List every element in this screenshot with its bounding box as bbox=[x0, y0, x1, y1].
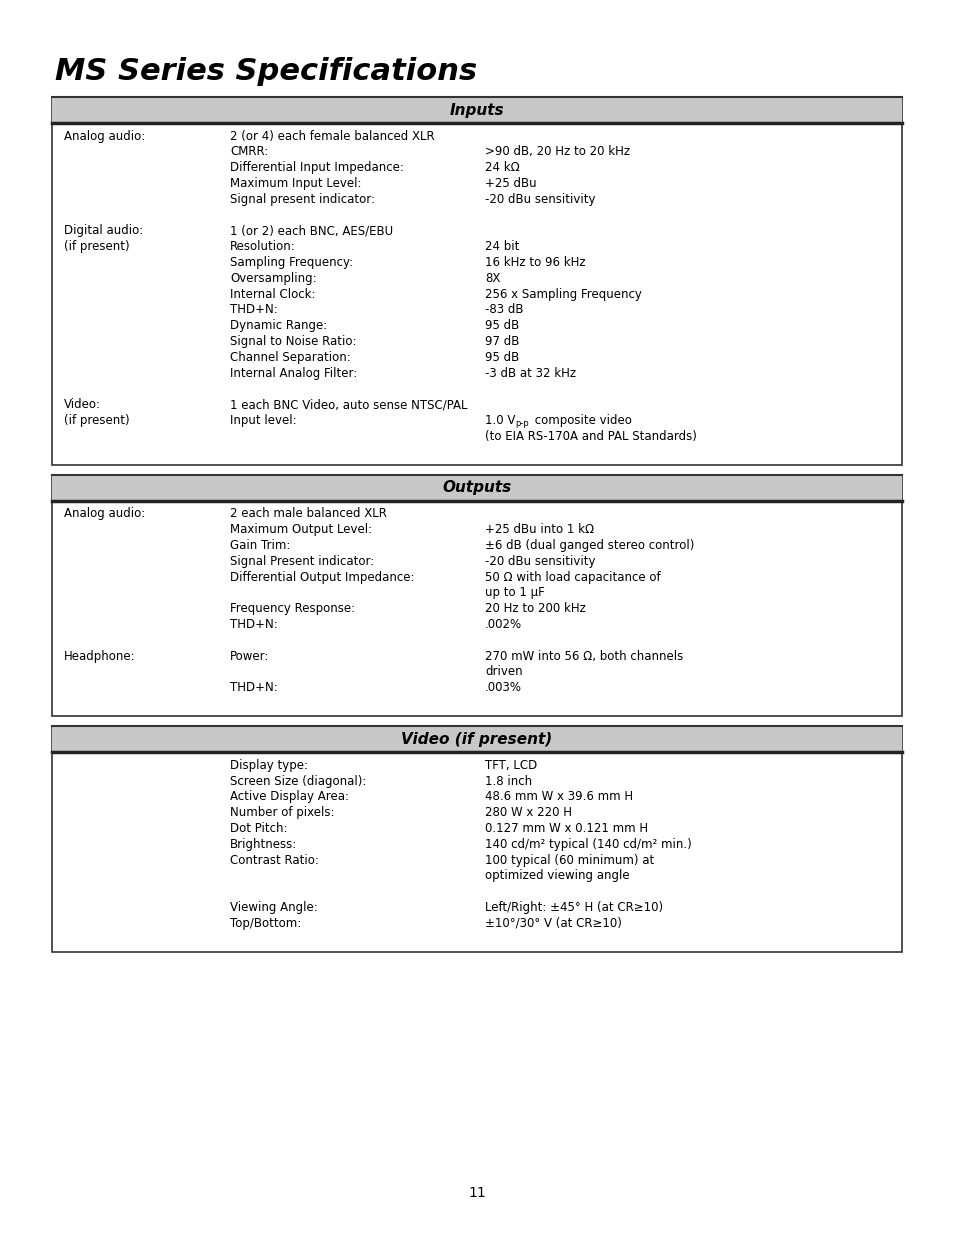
Text: 95 dB: 95 dB bbox=[484, 319, 518, 332]
Text: Oversampling:: Oversampling: bbox=[230, 272, 316, 285]
Text: Internal Clock:: Internal Clock: bbox=[230, 288, 315, 300]
Text: Analog audio:: Analog audio: bbox=[64, 130, 145, 142]
Text: 1.0 V: 1.0 V bbox=[484, 414, 515, 427]
Text: Number of pixels:: Number of pixels: bbox=[230, 806, 335, 819]
Bar bbox=[52, 726, 901, 752]
Text: (if present): (if present) bbox=[64, 241, 130, 253]
Text: 100 typical (60 minimum) at: 100 typical (60 minimum) at bbox=[484, 853, 654, 867]
Text: 8X: 8X bbox=[484, 272, 500, 285]
Text: Video:: Video: bbox=[64, 398, 101, 411]
Text: Active Display Area:: Active Display Area: bbox=[230, 790, 349, 804]
Text: Brightness:: Brightness: bbox=[230, 837, 297, 851]
Text: Maximum Output Level:: Maximum Output Level: bbox=[230, 524, 372, 536]
Text: (if present): (if present) bbox=[64, 414, 130, 427]
Text: Differential Input Impedance:: Differential Input Impedance: bbox=[230, 162, 403, 174]
Text: CMRR:: CMRR: bbox=[230, 146, 268, 158]
Bar bbox=[52, 474, 901, 716]
Text: Sampling Frequency:: Sampling Frequency: bbox=[230, 256, 353, 269]
Text: -83 dB: -83 dB bbox=[484, 304, 523, 316]
Text: 0.127 mm W x 0.121 mm H: 0.127 mm W x 0.121 mm H bbox=[484, 823, 647, 835]
Text: 48.6 mm W x 39.6 mm H: 48.6 mm W x 39.6 mm H bbox=[484, 790, 633, 804]
Text: >90 dB, 20 Hz to 20 kHz: >90 dB, 20 Hz to 20 kHz bbox=[484, 146, 630, 158]
Bar bbox=[52, 98, 901, 464]
Text: Inputs: Inputs bbox=[449, 103, 504, 117]
Text: Top/Bottom:: Top/Bottom: bbox=[230, 916, 301, 930]
Text: 20 Hz to 200 kHz: 20 Hz to 200 kHz bbox=[484, 603, 585, 615]
Text: 16 kHz to 96 kHz: 16 kHz to 96 kHz bbox=[484, 256, 585, 269]
Text: +25 dBu into 1 kΩ: +25 dBu into 1 kΩ bbox=[484, 524, 594, 536]
Text: 256 x Sampling Frequency: 256 x Sampling Frequency bbox=[484, 288, 641, 300]
Text: Dynamic Range:: Dynamic Range: bbox=[230, 319, 327, 332]
Text: MS Series Specifications: MS Series Specifications bbox=[55, 57, 476, 86]
Text: Signal present indicator:: Signal present indicator: bbox=[230, 193, 375, 206]
Text: 2 each male balanced XLR: 2 each male balanced XLR bbox=[230, 508, 387, 520]
Text: driven: driven bbox=[484, 666, 522, 678]
Text: Screen Size (diagonal):: Screen Size (diagonal): bbox=[230, 774, 366, 788]
Text: Internal Analog Filter:: Internal Analog Filter: bbox=[230, 367, 356, 379]
Text: p-p: p-p bbox=[515, 419, 528, 429]
Text: Digital audio:: Digital audio: bbox=[64, 225, 143, 237]
Text: 24 bit: 24 bit bbox=[484, 241, 518, 253]
Text: 24 kΩ: 24 kΩ bbox=[484, 162, 519, 174]
Text: ±10°/30° V (at CR≥10): ±10°/30° V (at CR≥10) bbox=[484, 916, 621, 930]
Text: Frequency Response:: Frequency Response: bbox=[230, 603, 355, 615]
Text: 97 dB: 97 dB bbox=[484, 335, 518, 348]
Bar bbox=[52, 474, 901, 501]
Text: up to 1 μF: up to 1 μF bbox=[484, 587, 544, 599]
Text: 95 dB: 95 dB bbox=[484, 351, 518, 364]
Text: Maximum Input Level:: Maximum Input Level: bbox=[230, 177, 361, 190]
Text: Input level:: Input level: bbox=[230, 414, 296, 427]
Text: 50 Ω with load capacitance of: 50 Ω with load capacitance of bbox=[484, 571, 659, 584]
Text: .003%: .003% bbox=[484, 682, 521, 694]
Text: TFT, LCD: TFT, LCD bbox=[484, 758, 537, 772]
Text: Video (if present): Video (if present) bbox=[401, 731, 552, 747]
Text: ±6 dB (dual ganged stereo control): ±6 dB (dual ganged stereo control) bbox=[484, 538, 694, 552]
Text: 1.8 inch: 1.8 inch bbox=[484, 774, 532, 788]
Text: Signal Present indicator:: Signal Present indicator: bbox=[230, 555, 374, 568]
Text: optimized viewing angle: optimized viewing angle bbox=[484, 869, 629, 883]
Bar bbox=[52, 98, 901, 124]
Text: Resolution:: Resolution: bbox=[230, 241, 295, 253]
Text: Left/Right: ±45° H (at CR≥10): Left/Right: ±45° H (at CR≥10) bbox=[484, 902, 662, 914]
Text: composite video: composite video bbox=[531, 414, 631, 427]
Text: THD+N:: THD+N: bbox=[230, 304, 277, 316]
Text: Differential Output Impedance:: Differential Output Impedance: bbox=[230, 571, 414, 584]
Text: 1 (or 2) each BNC, AES/EBU: 1 (or 2) each BNC, AES/EBU bbox=[230, 225, 393, 237]
Text: Contrast Ratio:: Contrast Ratio: bbox=[230, 853, 318, 867]
Text: 2 (or 4) each female balanced XLR: 2 (or 4) each female balanced XLR bbox=[230, 130, 435, 142]
Text: -20 dBu sensitivity: -20 dBu sensitivity bbox=[484, 555, 595, 568]
Text: 1 each BNC Video, auto sense NTSC/PAL: 1 each BNC Video, auto sense NTSC/PAL bbox=[230, 398, 467, 411]
Text: Viewing Angle:: Viewing Angle: bbox=[230, 902, 317, 914]
Text: THD+N:: THD+N: bbox=[230, 682, 277, 694]
Text: Headphone:: Headphone: bbox=[64, 650, 135, 663]
Text: .002%: .002% bbox=[484, 618, 521, 631]
Text: THD+N:: THD+N: bbox=[230, 618, 277, 631]
Text: Signal to Noise Ratio:: Signal to Noise Ratio: bbox=[230, 335, 356, 348]
Text: Analog audio:: Analog audio: bbox=[64, 508, 145, 520]
Text: Gain Trim:: Gain Trim: bbox=[230, 538, 290, 552]
Text: 270 mW into 56 Ω, both channels: 270 mW into 56 Ω, both channels bbox=[484, 650, 682, 663]
Text: Power:: Power: bbox=[230, 650, 269, 663]
Text: 280 W x 220 H: 280 W x 220 H bbox=[484, 806, 572, 819]
Text: Channel Separation:: Channel Separation: bbox=[230, 351, 351, 364]
Text: +25 dBu: +25 dBu bbox=[484, 177, 536, 190]
Text: Display type:: Display type: bbox=[230, 758, 308, 772]
Text: 140 cd/m² typical (140 cd/m² min.): 140 cd/m² typical (140 cd/m² min.) bbox=[484, 837, 691, 851]
Text: -20 dBu sensitivity: -20 dBu sensitivity bbox=[484, 193, 595, 206]
Text: -3 dB at 32 kHz: -3 dB at 32 kHz bbox=[484, 367, 576, 379]
Text: (to EIA RS-170A and PAL Standards): (to EIA RS-170A and PAL Standards) bbox=[484, 430, 696, 443]
Text: Dot Pitch:: Dot Pitch: bbox=[230, 823, 287, 835]
Text: Outputs: Outputs bbox=[442, 480, 511, 495]
Text: 11: 11 bbox=[468, 1186, 485, 1200]
Bar bbox=[52, 726, 901, 952]
